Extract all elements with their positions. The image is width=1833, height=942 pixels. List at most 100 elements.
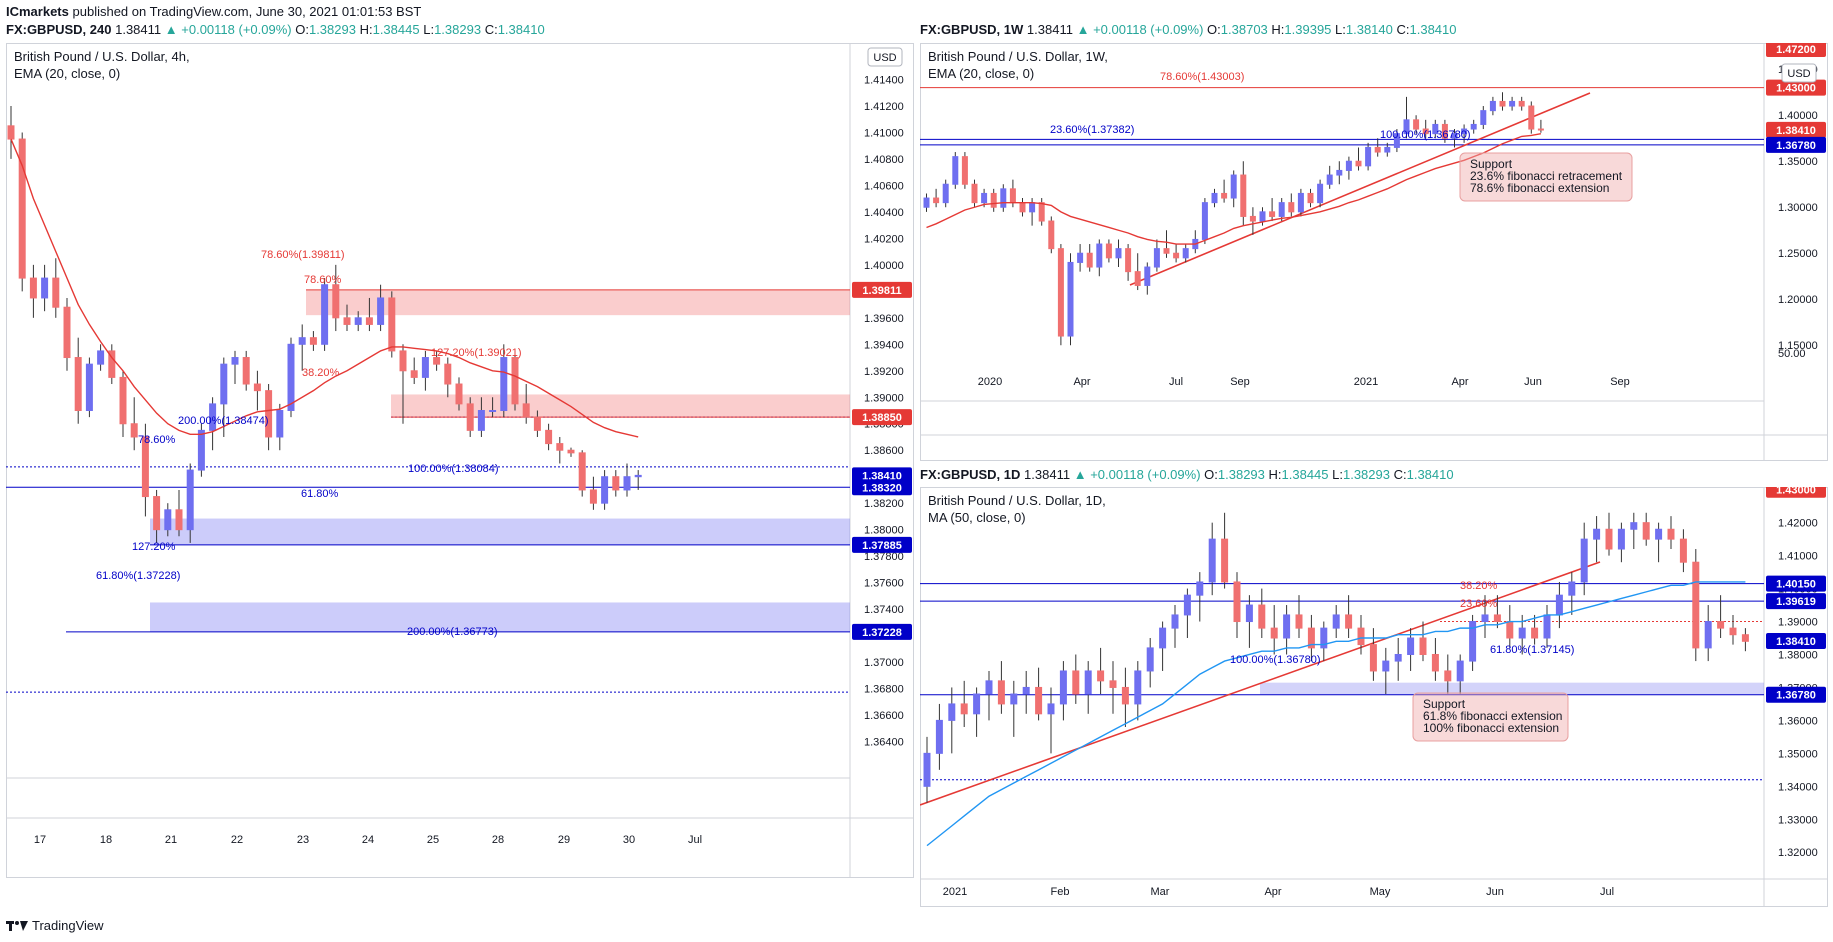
candle-body <box>1489 100 1496 112</box>
fib-annotation: 100.00%(1.36780) <box>1380 129 1471 141</box>
candle <box>1035 667 1043 721</box>
candle <box>589 476 597 510</box>
candle-body <box>1245 604 1253 623</box>
candle-body <box>1518 627 1526 639</box>
candle-body <box>1307 627 1315 649</box>
tradingview-footer[interactable]: TradingView <box>6 918 104 933</box>
candle <box>961 152 968 189</box>
fib-annotation: 78.60% <box>138 434 176 446</box>
candle-body <box>1537 128 1544 131</box>
chart-w1[interactable]: 1.450001.400001.350001.300001.250001.200… <box>920 43 1828 461</box>
price-label-bg <box>1766 575 1826 592</box>
price-label: 1.37885 <box>852 536 912 553</box>
x-tick-label: Jun <box>1486 886 1504 898</box>
candle-body <box>612 476 620 491</box>
candle <box>1233 572 1241 639</box>
candle <box>1679 529 1687 573</box>
candle <box>933 188 940 208</box>
candle <box>935 703 943 770</box>
candle <box>343 304 351 332</box>
candle-body <box>410 370 418 378</box>
chart-title: British Pound / U.S. Dollar, 1D, <box>928 493 1106 508</box>
y-tick-label: 1.36400 <box>864 737 904 749</box>
candle <box>1441 119 1448 143</box>
candle <box>298 324 306 371</box>
candle-body <box>1240 174 1247 217</box>
candle-body <box>1022 686 1030 695</box>
price-label-bg <box>1766 593 1826 610</box>
candle <box>253 370 261 411</box>
fib-zone <box>306 289 850 316</box>
currency-badge[interactable] <box>867 47 903 67</box>
candle <box>1221 512 1229 589</box>
candle <box>1332 605 1340 639</box>
candle-body <box>1528 105 1535 130</box>
publisher-name: ICmarkets <box>6 4 69 19</box>
candle-body <box>1655 528 1663 540</box>
candle-body <box>1307 192 1314 204</box>
x-tick-label: 30 <box>623 834 635 846</box>
candle <box>477 397 485 437</box>
y-tick-label: 1.40400 <box>864 207 904 219</box>
x-tick-label: May <box>1370 886 1391 898</box>
y-tick-label: 1.39600 <box>864 313 904 325</box>
candle <box>365 297 373 332</box>
candle-body <box>466 403 474 431</box>
support-callout-line: Support <box>1470 157 1513 171</box>
candle-body <box>253 383 261 392</box>
chart-h4[interactable]: 1.41400 1.41200 1.41000 1.40800 1.40600 1.404… <box>6 43 914 878</box>
trend-line <box>1129 92 1591 286</box>
candle <box>1729 614 1737 645</box>
candle <box>1086 244 1093 272</box>
candle-body <box>1183 594 1191 616</box>
x-tick-label: 18 <box>100 834 112 846</box>
chart-d1[interactable]: 1.420001.410001.400001.390001.380001.370… <box>920 487 1828 907</box>
candle-body <box>365 317 373 325</box>
fib-annotation: 127.20% <box>132 541 176 553</box>
candle-body <box>220 363 228 405</box>
candle <box>466 397 474 437</box>
x-tick-label: Sep <box>1610 376 1630 388</box>
price-label-bg <box>1766 121 1826 138</box>
candle <box>1182 244 1189 263</box>
candle <box>971 179 978 208</box>
candle <box>1531 614 1539 645</box>
price-label-bg <box>852 536 912 553</box>
price-label-bg <box>852 409 912 426</box>
x-tick-label: Jul <box>688 834 702 846</box>
candle-body <box>1295 614 1303 629</box>
currency-badge[interactable] <box>1781 63 1817 83</box>
candle-body <box>63 306 71 359</box>
candle-body <box>942 183 949 204</box>
y-tick-label: 1.42000 <box>1778 518 1818 530</box>
candle-body <box>545 429 553 445</box>
candle-body <box>1134 670 1142 705</box>
candle <box>1537 119 1544 133</box>
x-tick-label: 2021 <box>1354 376 1378 388</box>
candle-body <box>1288 202 1295 213</box>
candle-body <box>1221 538 1229 583</box>
candle-body <box>1480 110 1487 125</box>
y-tick-label: 1.40600 <box>864 180 904 192</box>
candle <box>1097 647 1105 695</box>
ticker-d1: FX:GBPUSD, 1D 1.38411 ▲ +0.00118 (+0.09%… <box>920 467 1454 482</box>
candle <box>1317 179 1324 208</box>
candle-body <box>1374 146 1381 153</box>
candle-body <box>1469 621 1477 662</box>
candle <box>1419 621 1427 662</box>
price-label-text: 1.37885 <box>862 540 902 552</box>
candle <box>1297 188 1304 217</box>
candle-body <box>1456 660 1464 682</box>
candle <box>522 384 530 424</box>
candle <box>1741 628 1749 652</box>
candle <box>1345 595 1353 639</box>
candle-body <box>1077 252 1084 263</box>
candle <box>119 370 127 437</box>
candle <box>1125 244 1132 281</box>
x-tick-label: Apr <box>1264 886 1281 898</box>
y-tick-label: 1.38000 <box>1778 649 1818 661</box>
candle-body <box>923 752 931 787</box>
candle-body <box>52 277 60 308</box>
candle <box>923 193 930 212</box>
y-tick-label: 1.37600 <box>864 578 904 590</box>
